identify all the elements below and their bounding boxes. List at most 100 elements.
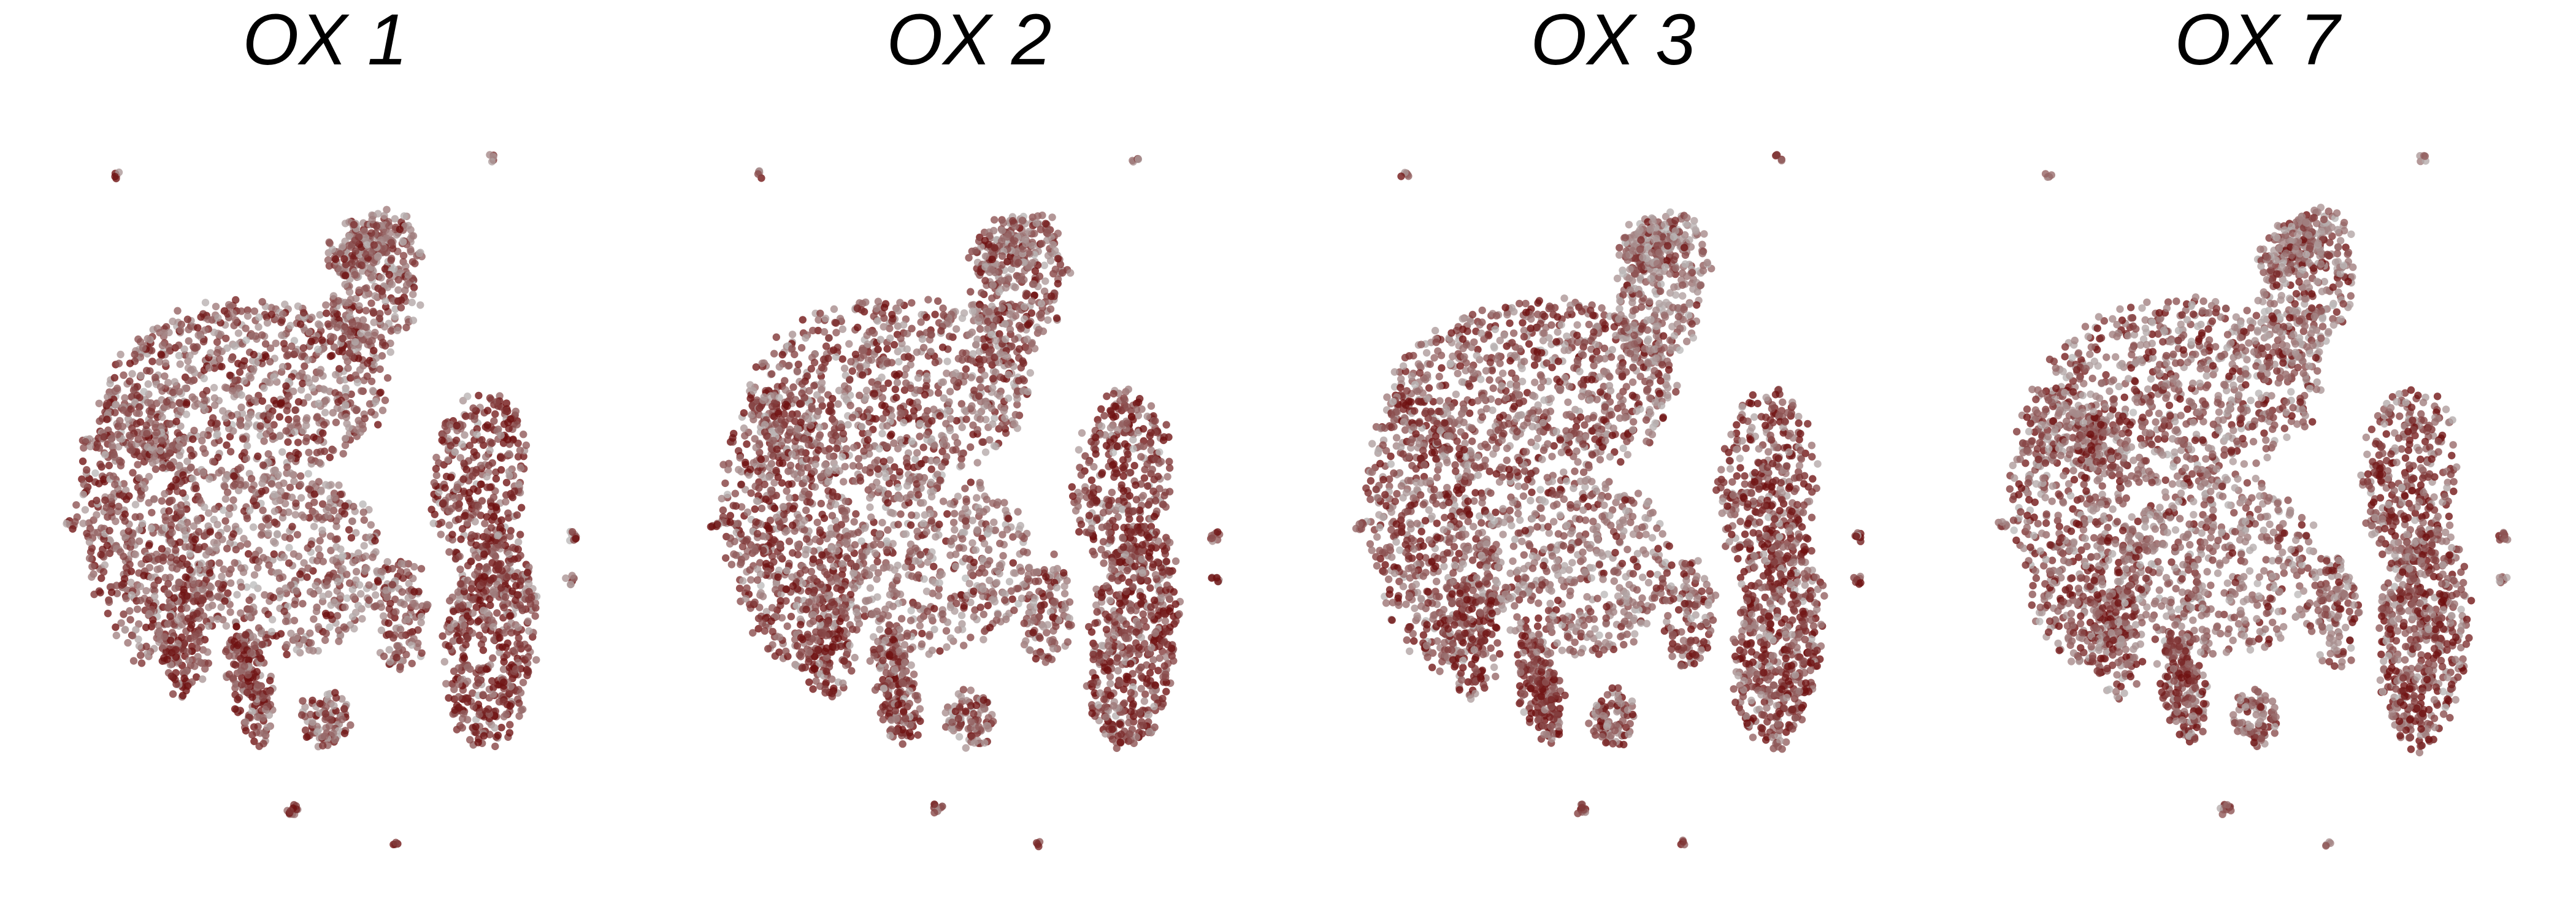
cell-point — [757, 455, 765, 464]
cell-point — [394, 297, 402, 305]
cell-point — [507, 683, 515, 691]
cell-point — [224, 589, 232, 597]
cell-point — [142, 623, 150, 632]
cell-point — [178, 633, 186, 642]
cell-point — [320, 447, 329, 455]
cell-point — [258, 523, 266, 531]
cell-point — [776, 542, 784, 550]
cell-point — [258, 479, 266, 488]
cell-point — [242, 727, 250, 735]
cell-point — [271, 539, 279, 547]
cell-point — [79, 519, 87, 527]
cell-point — [296, 480, 305, 489]
cell-point — [240, 662, 248, 670]
cell-point — [775, 566, 783, 575]
cell-point — [137, 651, 145, 659]
cell-point — [451, 494, 459, 502]
cell-point — [221, 495, 230, 503]
cell-point — [288, 523, 296, 531]
cell-point — [758, 619, 767, 627]
cell-point — [403, 615, 412, 624]
cell-point — [93, 496, 101, 505]
cell-point — [145, 499, 153, 507]
cell-point — [381, 342, 389, 350]
cell-point — [300, 636, 308, 644]
cell-point — [331, 389, 339, 397]
cell-point — [967, 443, 975, 451]
cell-point — [188, 621, 196, 629]
cell-point — [444, 456, 452, 464]
cell-point — [799, 316, 807, 324]
cell-point — [524, 653, 532, 661]
cell-point — [317, 488, 325, 496]
cell-point — [897, 409, 906, 417]
cell-point — [350, 593, 358, 601]
cell-point — [204, 315, 212, 323]
cell-point — [341, 502, 349, 510]
cell-point — [324, 577, 332, 585]
cell-point — [484, 407, 492, 415]
cell-point — [726, 534, 735, 542]
cell-point — [772, 513, 781, 521]
cell-point — [973, 459, 981, 467]
cell-point — [104, 610, 112, 618]
cell-point — [313, 413, 321, 421]
cell-point — [318, 526, 326, 534]
cell-point — [385, 646, 393, 654]
cell-point — [962, 415, 970, 423]
cell-point — [112, 542, 120, 550]
cell-point — [242, 336, 250, 344]
cell-point — [135, 409, 144, 418]
cell-point — [427, 505, 435, 513]
cell-point — [740, 424, 748, 432]
cell-point — [150, 592, 159, 600]
cell-point — [240, 448, 248, 457]
cell-point — [502, 399, 511, 407]
cell-point — [213, 615, 222, 623]
cell-point — [359, 500, 367, 508]
cell-point — [201, 299, 210, 307]
cell-point — [93, 511, 101, 519]
cell-point — [367, 299, 375, 307]
cell-point — [489, 690, 497, 699]
cell-point — [297, 494, 305, 502]
cell-point — [180, 345, 188, 353]
cell-point — [178, 691, 187, 700]
cell-point — [205, 475, 213, 483]
cell-point — [968, 356, 976, 365]
cell-point — [143, 650, 151, 658]
cell-point — [277, 399, 285, 407]
cell-point — [198, 437, 206, 445]
cell-point — [341, 280, 349, 288]
cell-point — [729, 434, 737, 442]
cell-point — [135, 620, 143, 628]
cell-point — [272, 339, 280, 347]
cell-point — [519, 431, 527, 439]
cell-point — [172, 418, 180, 426]
cell-point — [333, 323, 341, 331]
cell-point — [332, 370, 340, 379]
cell-point — [226, 303, 234, 311]
cell-point — [410, 562, 418, 571]
cell-point — [269, 432, 277, 440]
cell-point — [145, 596, 153, 604]
cell-point — [175, 351, 183, 359]
cell-point — [91, 469, 99, 477]
cell-point — [524, 644, 532, 652]
cell-point — [765, 463, 773, 471]
cell-point — [90, 590, 98, 599]
cell-point — [944, 406, 952, 415]
cell-point — [770, 504, 779, 513]
cell-point — [182, 410, 191, 418]
cell-point — [148, 508, 156, 516]
cell-point — [266, 412, 274, 420]
cell-point — [128, 447, 136, 454]
cell-point — [519, 678, 527, 687]
cell-point — [137, 372, 145, 380]
cell-point — [210, 383, 218, 392]
cell-point — [417, 565, 426, 573]
cell-point — [486, 447, 494, 454]
cell-point — [731, 489, 739, 497]
cell-point — [772, 586, 780, 594]
cell-point — [783, 567, 791, 575]
